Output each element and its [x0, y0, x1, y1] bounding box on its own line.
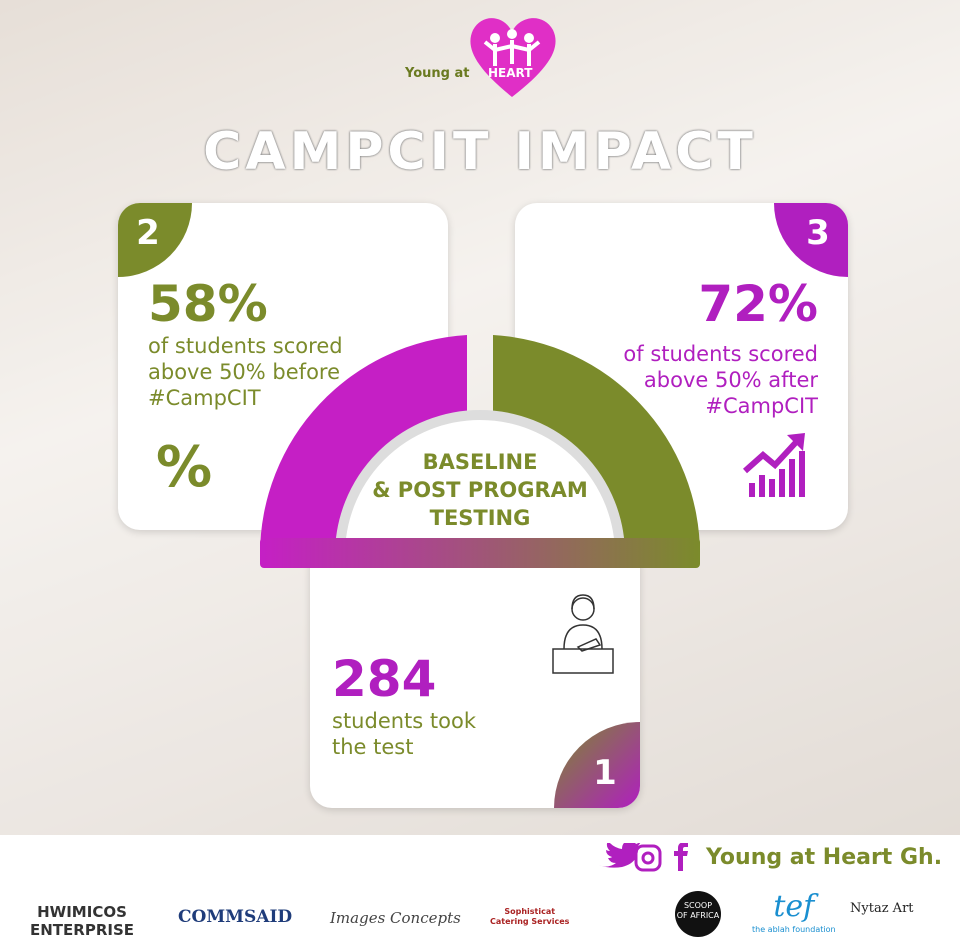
step-number: 2	[118, 203, 192, 277]
text-line: students took	[332, 709, 476, 733]
logo-text: Young at	[405, 66, 470, 81]
sponsor-logo: COMMSAID	[178, 907, 292, 927]
sponsor-text: Catering Services	[490, 916, 570, 926]
text-line: & POST PROGRAM	[372, 478, 588, 502]
growth-icon	[743, 433, 805, 497]
step-number: 3	[774, 203, 848, 277]
sponsor-text: the ablah foundation	[752, 925, 836, 934]
step-number: 1	[554, 722, 640, 808]
sponsor-text: ENTERPRISE	[30, 921, 135, 939]
center-label: BASELINE & POST PROGRAM TESTING	[330, 448, 630, 532]
student-icon	[552, 594, 614, 674]
description: of students scored above 50% after #CampCI…	[623, 341, 818, 419]
stat: 58%	[148, 275, 268, 333]
stat: 72%	[698, 275, 818, 333]
text-line: #CampCIT	[148, 386, 261, 410]
center-arch	[259, 335, 701, 568]
sponsor-text: COMMSAID	[178, 907, 293, 927]
logo-heart	[470, 18, 556, 97]
title: CAMPCIT IMPACT	[203, 122, 757, 182]
sponsor-text: HWIMICOS	[37, 903, 127, 921]
sponsor-text: Nytaz Art	[850, 901, 914, 916]
sponsor-text: Sophisticat	[504, 907, 556, 916]
icon: %	[156, 435, 213, 500]
sponsor-logo: Nytaz Art	[850, 901, 914, 917]
text-line: of students scored	[148, 334, 343, 358]
sponsor-text: SCOOP	[683, 901, 713, 910]
sponsor-logo: Images Concepts	[330, 909, 461, 927]
description: of students scored above 50% before #CampC…	[148, 333, 343, 411]
social-handle: Young at Heart Gh.	[706, 845, 943, 870]
text-line: above 50% after	[643, 368, 818, 392]
text-line: the test	[332, 735, 414, 759]
sponsor-logo: Sophisticat Catering Services	[490, 907, 569, 926]
sponsor-logo: HWIMICOS ENTERPRISE	[30, 903, 134, 939]
sponsor-text: Images Concepts	[330, 909, 461, 927]
text-line: of students scored	[623, 342, 818, 366]
footer: Young at Heart Gh. HWIMICOS ENTERPRISE COM…	[0, 835, 960, 952]
stat: 284	[332, 650, 437, 708]
text-line: TESTING	[429, 506, 531, 530]
social-icons	[598, 843, 688, 872]
sponsor-text: tef	[773, 889, 815, 924]
logo-text: HEART	[488, 66, 533, 80]
sponsor-logo: tef the ablah foundation	[752, 889, 836, 935]
sponsor-logo: SCOOP OF AFRICA	[675, 891, 721, 937]
text-line: #CampCIT	[705, 394, 818, 418]
card-total: 1 284 students took the test	[310, 545, 640, 808]
text-line: above 50% before	[148, 360, 341, 384]
text-line: BASELINE	[422, 450, 538, 474]
description: students took the test	[332, 708, 476, 760]
sponsor-text: OF AFRICA	[676, 910, 720, 920]
